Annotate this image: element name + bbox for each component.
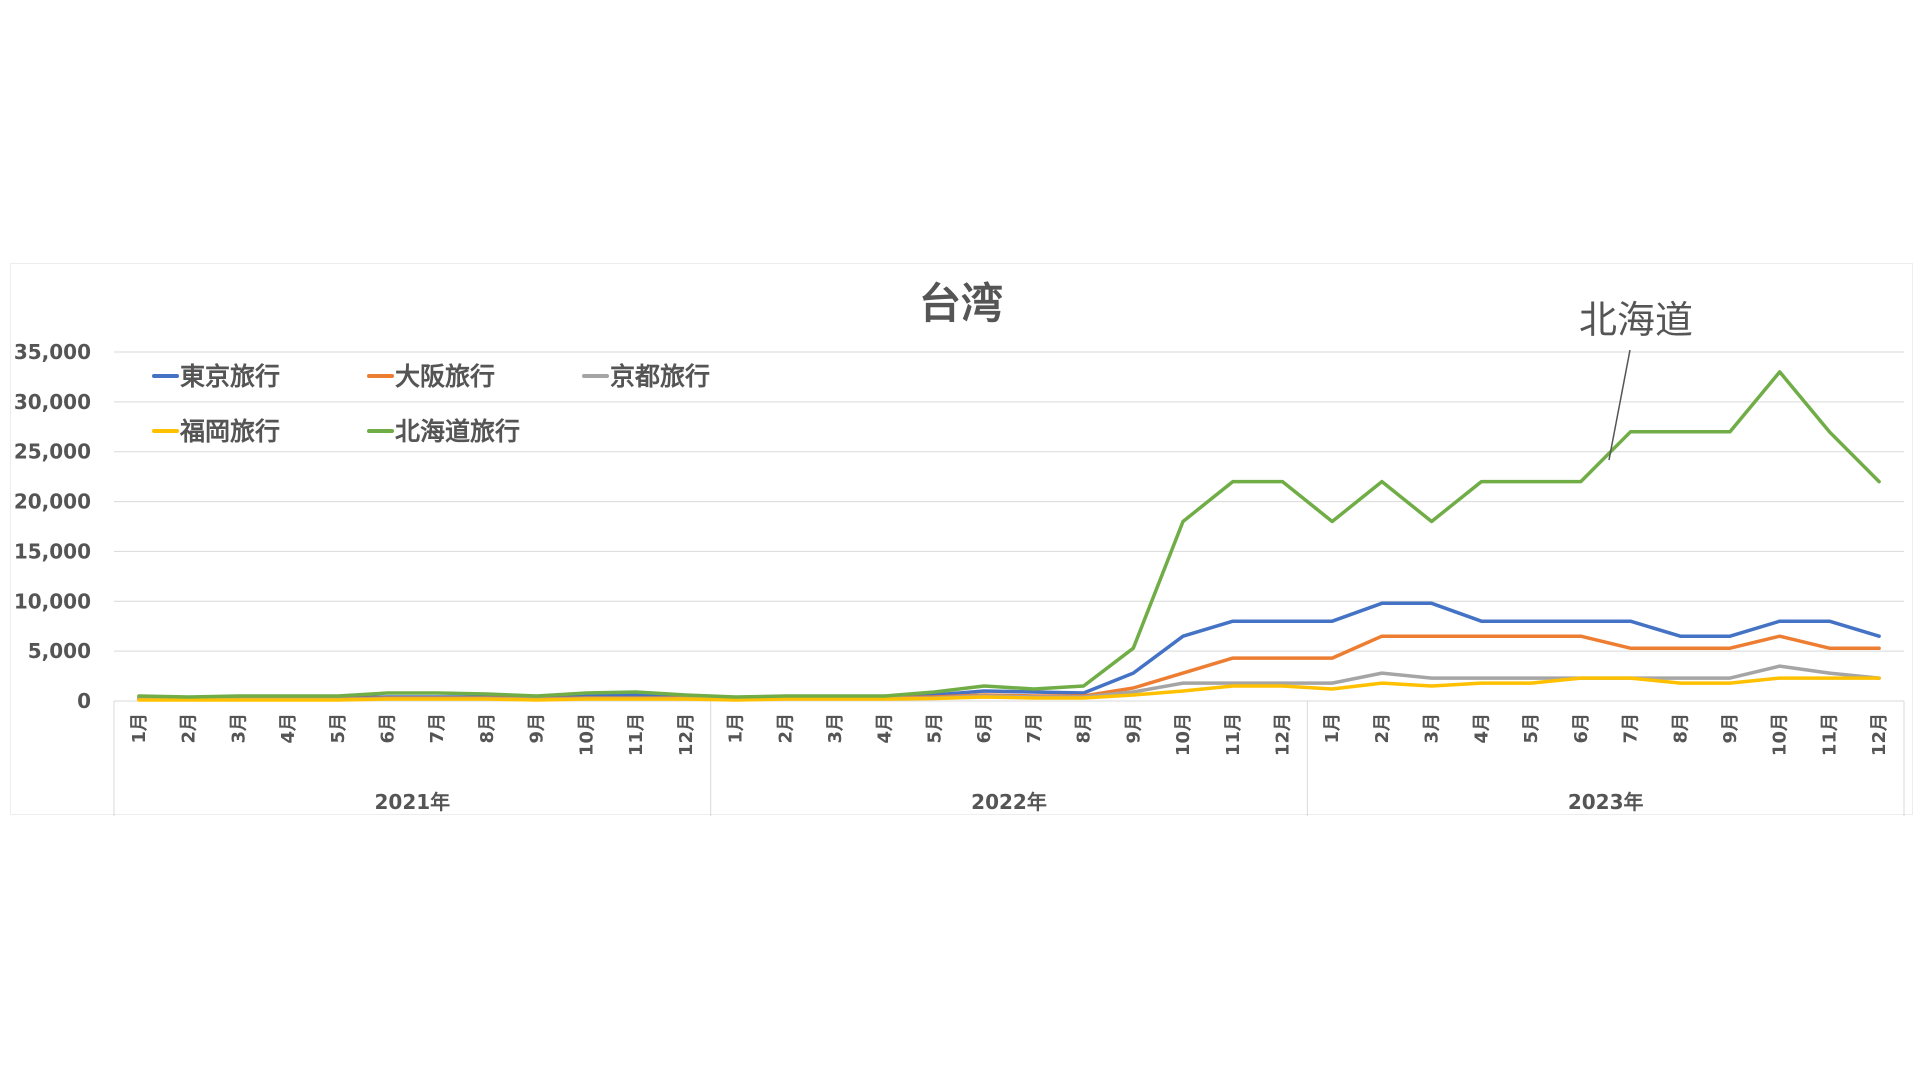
x-tick-label: 7月 (1024, 713, 1045, 744)
series-line (137, 370, 1881, 699)
series-lines (137, 370, 1881, 702)
y-tick-label: 25,000 (14, 440, 91, 464)
x-tick-label: 7月 (427, 713, 448, 744)
x-tick-label: 1月 (129, 713, 150, 744)
legend-label: 北海道旅行 (395, 417, 520, 446)
x-tick-label: 11月 (1223, 713, 1244, 756)
x-tick-label: 10月 (576, 713, 597, 756)
year-label: 2021年 (374, 790, 450, 814)
x-tick-label: 8月 (477, 713, 498, 744)
x-tick-label: 12月 (1272, 713, 1293, 756)
x-axis: 1月 2月 3月 4月 5月 6月 7月 8月 9月 10月 11月 12月 2021年 1月 2月 3月 4月… (113, 701, 1905, 816)
x-tick-label: 8月 (1670, 713, 1691, 744)
legend-label: 東京旅行 (180, 362, 280, 391)
x-tick-label: 1月 (726, 713, 747, 744)
x-tick-label: 4月 (875, 713, 896, 744)
x-tick-label: 8月 (1074, 713, 1095, 744)
y-tick-label: 35,000 (14, 340, 91, 364)
y-tick-label: 0 (77, 689, 91, 713)
year-label: 2022年 (971, 790, 1047, 814)
x-tick-label: 11月 (626, 713, 647, 756)
x-tick-label: 9月 (527, 713, 548, 744)
x-tick-label: 10月 (1173, 713, 1194, 756)
gridlines (114, 351, 1904, 702)
legend-label: 京都旅行 (610, 362, 710, 391)
x-tick-label: 5月 (924, 713, 945, 744)
x-tick-label: 1月 (1322, 713, 1343, 744)
x-tick-label: 10月 (1770, 713, 1791, 756)
y-axis-ticks: 35,000 30,000 25,000 20,000 15,000 10,000 5,00… (14, 340, 91, 713)
x-tick-label: 12月 (1869, 713, 1890, 756)
x-tick-label: 12月 (676, 713, 697, 756)
legend-label: 福岡旅行 (179, 417, 280, 446)
legend-label: 大阪旅行 (395, 362, 495, 391)
x-tick-label: 9月 (1720, 713, 1741, 744)
chart-frame: 台湾 35,000 30,000 25,000 20,000 15,000 10,000 5… (10, 263, 1913, 816)
x-tick-label: 3月 (1422, 713, 1443, 744)
x-tick-label: 5月 (1521, 713, 1542, 744)
series-line (137, 634, 1881, 701)
year-label: 2023年 (1568, 790, 1644, 814)
x-tick-label: 6月 (377, 713, 398, 744)
chart-title: 台湾 (919, 279, 1003, 328)
annotation-leader-line (1608, 349, 1631, 461)
line-chart: 台湾 35,000 30,000 25,000 20,000 15,000 10,000 5… (14, 279, 1905, 816)
series-line (137, 676, 1881, 702)
annotation: 北海道 (1579, 298, 1693, 461)
y-tick-label: 5,000 (28, 639, 91, 663)
y-tick-label: 30,000 (14, 390, 91, 414)
x-tick-label: 6月 (1571, 713, 1592, 744)
x-tick-label: 7月 (1621, 713, 1642, 744)
y-tick-label: 10,000 (14, 589, 91, 613)
x-tick-label: 6月 (974, 713, 995, 744)
x-tick-label: 3月 (228, 713, 249, 744)
x-tick-label: 4月 (1471, 713, 1492, 744)
y-tick-label: 15,000 (14, 539, 91, 563)
x-tick-label: 5月 (328, 713, 349, 744)
x-tick-label: 11月 (1819, 713, 1840, 756)
x-tick-label: 2月 (1372, 713, 1393, 744)
y-tick-label: 20,000 (14, 490, 91, 514)
x-tick-label: 2月 (179, 713, 200, 744)
x-tick-label: 2月 (775, 713, 796, 744)
x-tick-label: 9月 (1123, 713, 1144, 744)
annotation-label: 北海道 (1579, 298, 1693, 342)
x-tick-label: 3月 (825, 713, 846, 744)
x-tick-label: 4月 (278, 713, 299, 744)
